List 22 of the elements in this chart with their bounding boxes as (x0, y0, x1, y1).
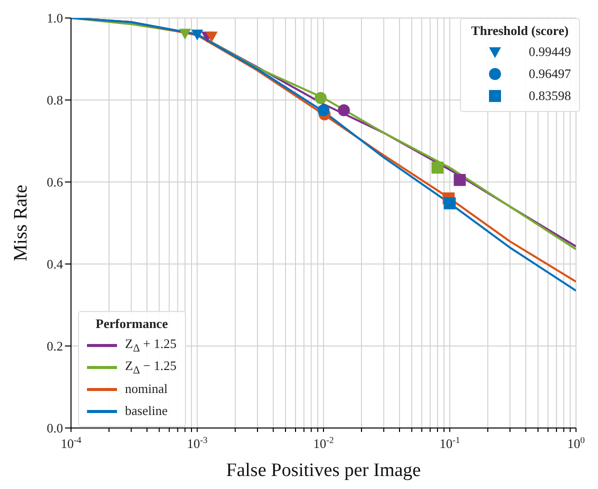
legend-label: baseline (125, 403, 168, 419)
legend-label: nominal (125, 381, 168, 397)
y-tick-label: 0.8 (46, 92, 63, 108)
x-tick-label: 10$^{-3}$ (186, 435, 208, 451)
legend-label: Z$_{Δ}$ − 1.25 (125, 358, 177, 376)
x-tick-label: 10$^{-1}$ (439, 435, 460, 451)
legend-title: Performance (94, 316, 169, 332)
x-tick-label: 10$^{0}$ (567, 435, 586, 451)
y-tick-label: 0.4 (46, 256, 64, 272)
legend-label: 0.99449 (528, 44, 571, 60)
y-tick-label: 1.0 (46, 10, 63, 26)
y-tick-label: 0.0 (46, 420, 63, 436)
x-axis-title: False Positives per Image (226, 460, 421, 481)
x-tick-label: 10$^{-2}$ (313, 435, 334, 451)
x-tick-label: 10$^{-4}$ (60, 435, 82, 451)
y-tick-label: 0.6 (46, 174, 64, 190)
y-axis-title: Miss Rate (10, 184, 32, 262)
legend-label: 0.96497 (528, 66, 571, 82)
legend-label: Z$_{Δ}$ + 1.25 (125, 336, 177, 354)
legend-label: 0.83598 (528, 88, 571, 104)
y-tick-label: 0.2 (46, 338, 63, 354)
annotation: Threshold (score) (470, 23, 570, 39)
